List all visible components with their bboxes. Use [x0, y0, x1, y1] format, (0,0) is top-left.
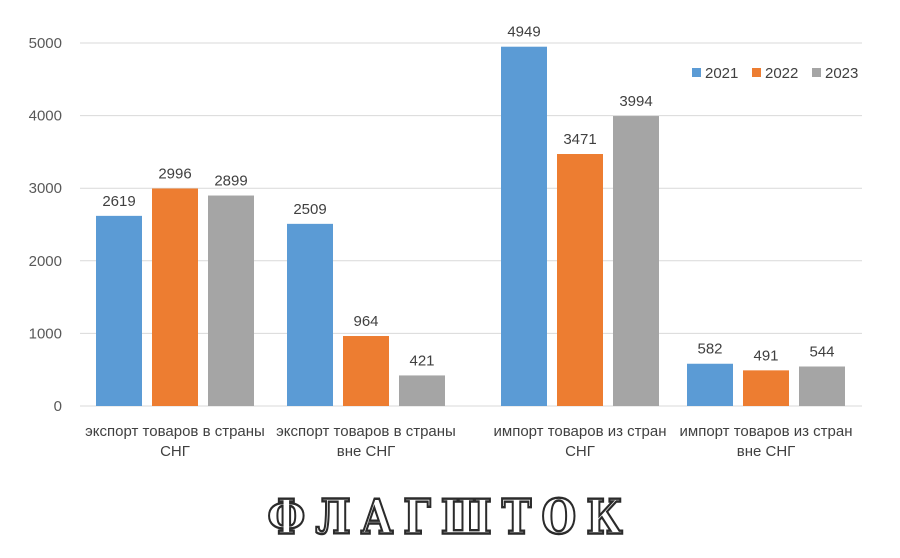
x-category-label: экспорт товаров в страны СНГ: [85, 423, 265, 460]
data-label-2023-cat2: 421: [409, 352, 434, 369]
data-label-2023-cat3: 3994: [619, 93, 652, 110]
data-label-2022-cat1: 2996: [158, 165, 191, 182]
y-tick-label: 2000: [29, 253, 62, 270]
legend-label-2023: 2023: [825, 65, 858, 82]
data-label-2021-cat1: 2619: [102, 193, 135, 210]
x-category-label: импорт товаров из стран вне СНГ: [680, 423, 853, 460]
bar-2023-cat4: [799, 366, 845, 406]
bar-2023-cat3: [613, 116, 659, 407]
y-tick-label: 1000: [29, 325, 62, 342]
legend-label-2021: 2021: [705, 65, 738, 82]
bar-2021-cat4: [687, 363, 733, 406]
y-axis-ticks: 0 1000 2000 3000 4000 5000: [29, 35, 62, 415]
bar-2021-cat2: [287, 223, 333, 406]
x-category-label: импорт товаров из стран СНГ: [494, 423, 667, 460]
bar-2022-cat1: [152, 188, 198, 406]
bar-2023-cat2: [399, 375, 445, 406]
watermark-logo: ФЛАГШТОК: [266, 488, 633, 547]
y-tick-label: 3000: [29, 180, 62, 197]
legend-label-2022: 2022: [765, 65, 798, 82]
bar-2022-cat4: [743, 370, 789, 406]
data-label-2023-cat4: 544: [809, 344, 834, 361]
legend: 2021 2022 2023: [692, 65, 858, 82]
x-axis-categories: экспорт товаров в страны СНГ экспорт товар…: [85, 423, 852, 460]
legend-swatch-2023: [812, 68, 821, 77]
legend-swatch-2021: [692, 68, 701, 77]
data-label-2021-cat2: 2509: [293, 201, 326, 218]
data-label-2022-cat3: 3471: [563, 131, 596, 148]
data-label-2021-cat3: 4949: [507, 24, 540, 41]
y-tick-label: 4000: [29, 108, 62, 125]
bar-2021-cat1: [96, 215, 142, 406]
legend-swatch-2022: [752, 68, 761, 77]
bar-2021-cat3: [501, 46, 547, 406]
bar-2022-cat2: [343, 336, 389, 406]
bars: [96, 46, 845, 407]
data-label-2022-cat4: 491: [753, 347, 778, 364]
data-label-2021-cat4: 582: [697, 341, 722, 358]
x-category-label: экспорт товаров в страны вне СНГ: [276, 423, 456, 460]
y-tick-label: 0: [54, 398, 62, 415]
data-label-2023-cat1: 2899: [214, 173, 247, 190]
bar-2022-cat3: [557, 154, 603, 406]
y-tick-label: 5000: [29, 35, 62, 52]
data-labels: 2619 2509 4949 582 2996 964 3471 491 2899 421 3994…: [102, 24, 834, 370]
bar-2023-cat1: [208, 195, 254, 406]
data-label-2022-cat2: 964: [353, 313, 378, 330]
